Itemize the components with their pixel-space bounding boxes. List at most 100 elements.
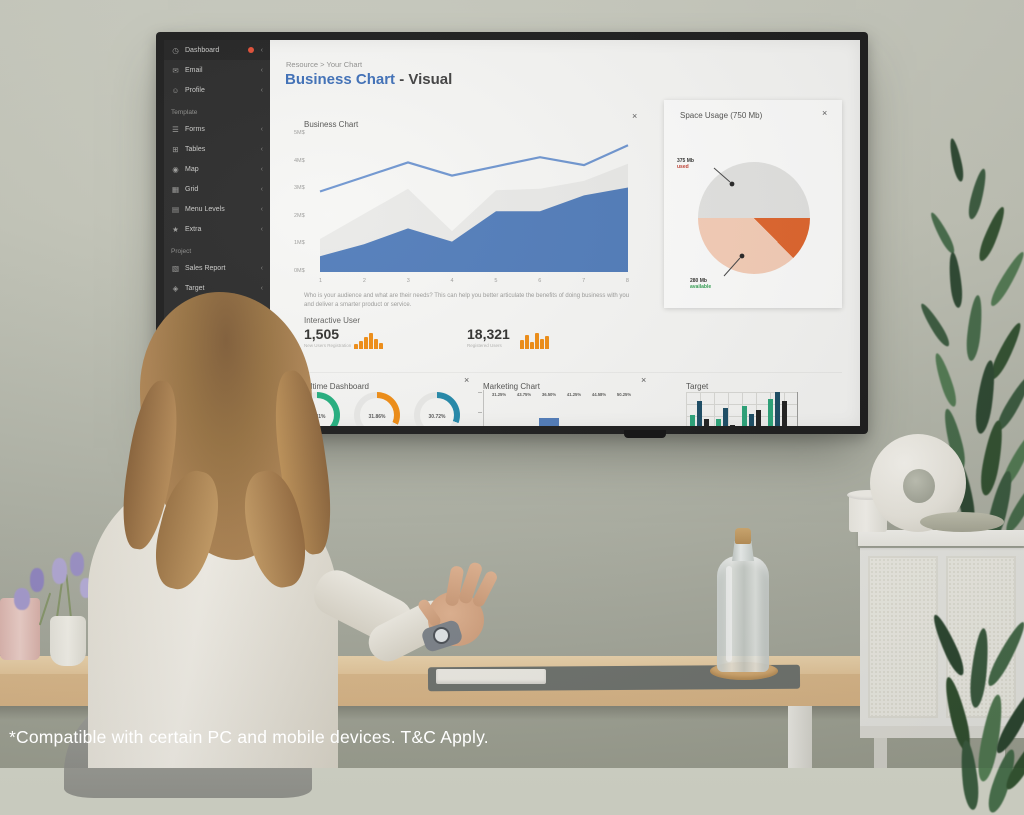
chevron-left-icon: ‹ xyxy=(260,205,263,213)
target-bar xyxy=(697,401,702,426)
page-title-suffix: - Visual xyxy=(395,71,453,88)
sidebar-item-tables[interactable]: ⊞ Tables ‹ xyxy=(172,144,263,154)
target-bar xyxy=(742,406,747,426)
business-chart-ylabels: 5M$ 4M$ 3M$ 2M$ 1M$ 0M$ xyxy=(294,130,305,274)
mini-bar-chart xyxy=(520,332,549,349)
chevron-left-icon: ‹ xyxy=(260,165,263,173)
plant-leaf xyxy=(964,294,985,362)
space-usage-card: Space Usage (750 Mb) × 375 Mb used 280 M… xyxy=(664,100,842,308)
close-icon[interactable]: × xyxy=(632,111,638,121)
plant-leaf xyxy=(947,137,966,183)
stat-label: Registered Users xyxy=(467,343,502,348)
target-bars xyxy=(686,392,798,426)
dashboard-content: Resource > Your Chart Business Chart - V… xyxy=(270,40,860,426)
target-bar xyxy=(782,401,787,426)
target-bar xyxy=(690,415,695,426)
plant-leaf xyxy=(927,210,958,256)
realtime-gauge: 31.86% xyxy=(354,392,400,426)
target-bar xyxy=(723,408,728,426)
plant-leaf xyxy=(931,351,960,409)
marketing-bar-label: 36.50% xyxy=(541,392,557,397)
target-bar xyxy=(704,419,709,426)
chevron-left-icon: ‹ xyxy=(260,284,263,292)
marketing-bar-label: 44.58% xyxy=(591,392,607,397)
desk-leg xyxy=(788,706,812,768)
chevron-left-icon: ‹ xyxy=(260,145,263,153)
marketing-bar-column: 50.25% xyxy=(614,390,634,426)
map-pin-icon: ◉ xyxy=(172,164,179,174)
gauge-value: 30.72% xyxy=(428,414,446,420)
bottle-cork xyxy=(735,528,751,544)
cabinet-top xyxy=(858,530,1024,546)
plant-leaf xyxy=(917,301,953,349)
caption-text: *Compatible with certain PC and mobile d… xyxy=(9,727,489,747)
marketing-bar-label: 41.25% xyxy=(566,392,582,397)
tv-screen: ◷ Dashboard ‹ ✉ Email ‹ ☺ Profile ‹ Template ☰ Form… xyxy=(164,40,860,426)
chevron-left-icon: ‹ xyxy=(260,225,263,233)
space-usage-title: Space Usage (750 Mb) xyxy=(680,111,763,120)
description-text: Who is your audience and what are their … xyxy=(304,293,630,308)
target-icon: ◈ xyxy=(172,283,179,293)
target-bar xyxy=(775,392,780,426)
plant-leaf xyxy=(958,739,981,811)
sidebar-item-extra[interactable]: ★ Extra ‹ xyxy=(172,224,263,234)
chevron-left-icon: ‹ xyxy=(260,125,263,133)
plant-leaf xyxy=(987,249,1024,309)
sidebar-item-map[interactable]: ◉ Map ‹ xyxy=(172,164,263,174)
sidebar-item-sales-report[interactable]: ▧ Sales Report ‹ xyxy=(171,263,263,273)
interactive-user-title: Interactive User xyxy=(304,316,361,325)
business-chart-title: Business Chart xyxy=(304,120,359,129)
notification-badge xyxy=(247,47,254,53)
marketing-bars: 31.25% 43.75% 36.50% 41.25% 44.58% 50.25% xyxy=(483,390,649,426)
sidebar-item-target[interactable]: ◈ Target ‹ xyxy=(172,283,263,293)
marketing-bar-label: 50.25% xyxy=(616,392,632,397)
pie-leader-lines xyxy=(713,167,745,277)
sidebar-item-menu-levels[interactable]: ▤ Menu Levels ‹ xyxy=(171,204,263,214)
keyboard xyxy=(436,669,546,684)
breadcrumb[interactable]: Resource > Your Chart xyxy=(286,60,363,69)
sidebar-section-template: Template xyxy=(171,109,198,116)
wristwatch-face xyxy=(433,627,450,644)
sidebar-item-grid[interactable]: ▦ Grid ‹ xyxy=(171,184,263,194)
grid-icon: ▦ xyxy=(171,184,180,194)
sidebar-item-email[interactable]: ✉ Email ‹ xyxy=(172,65,263,75)
chevron-left-icon: ‹ xyxy=(260,264,263,272)
plant-leaf xyxy=(965,167,990,221)
close-icon[interactable]: × xyxy=(464,375,470,385)
space-usage-pie xyxy=(698,162,810,274)
target-bar xyxy=(730,425,735,426)
plant-leaf xyxy=(975,204,1009,264)
marketing-bar-label: 43.75% xyxy=(516,392,532,397)
star-icon: ★ xyxy=(172,224,179,234)
forms-icon: ☰ xyxy=(172,124,179,134)
target-bar xyxy=(768,399,773,426)
marketing-bar-column: 31.25% xyxy=(489,390,509,426)
tv-control-notch xyxy=(624,430,666,438)
stat-new-users: 1,505 New Users Registration xyxy=(304,326,351,348)
cabinet-leg xyxy=(874,738,887,768)
target-bar xyxy=(749,414,754,426)
realtime-dashboard-title: Realtime Dashboard xyxy=(296,382,369,391)
bottle-highlight xyxy=(726,566,732,662)
close-icon[interactable]: × xyxy=(641,375,647,385)
sidebar-item-forms[interactable]: ☰ Forms ‹ xyxy=(172,124,263,134)
water-bottle xyxy=(717,556,769,672)
flat-bowl xyxy=(920,512,1004,532)
stat-registered-users: 18,321 Registered Users xyxy=(467,326,510,348)
close-icon[interactable]: × xyxy=(822,108,828,118)
marketing-bar-label: 31.25% xyxy=(491,392,507,397)
sidebar-item-profile[interactable]: ☺ Profile ‹ xyxy=(171,85,263,95)
sidebar-item-dashboard[interactable]: ◷ Dashboard ‹ xyxy=(164,40,270,60)
marketing-bar-column: 36.50% xyxy=(539,390,559,426)
marketing-bar-column: 44.58% xyxy=(589,390,609,426)
target-bar xyxy=(756,410,761,426)
gauge-value: 31.86% xyxy=(368,414,386,420)
jar-lid xyxy=(847,490,889,500)
marketing-bar-column: 43.75% xyxy=(514,390,534,426)
plant-leaf xyxy=(947,251,964,309)
menu-levels-icon: ▤ xyxy=(171,204,180,214)
stat-value: 1,505 xyxy=(304,326,340,342)
profile-icon: ☺ xyxy=(171,85,180,95)
page-title: Business Chart - Visual xyxy=(285,71,453,88)
